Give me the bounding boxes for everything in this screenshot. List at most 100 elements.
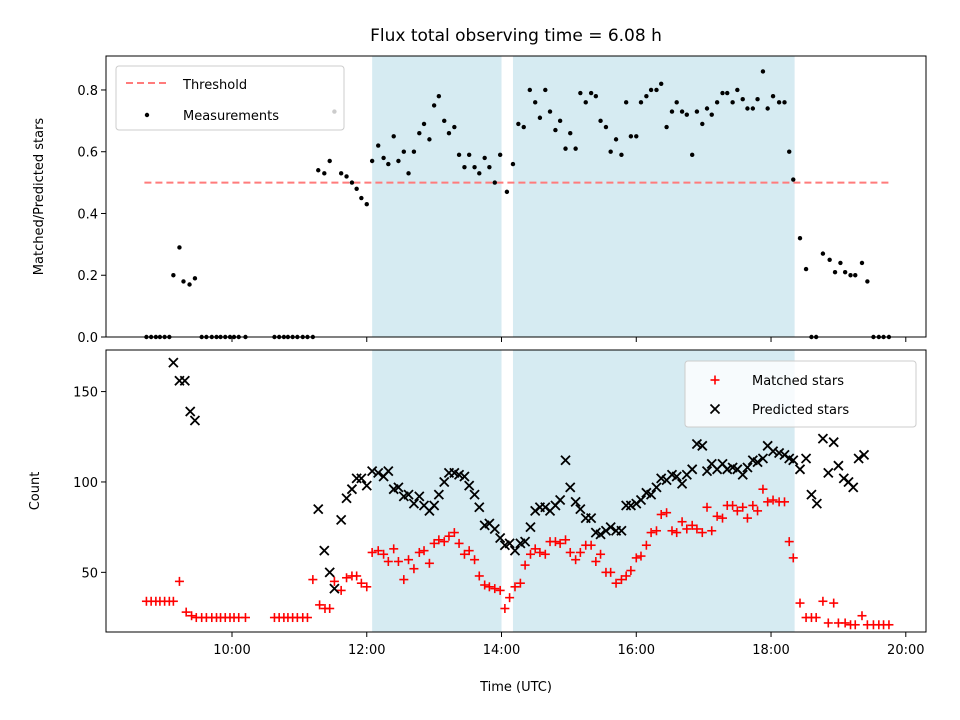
xtick-label: 16:00 <box>618 643 655 658</box>
measurement-point <box>452 124 457 130</box>
predicted-marker-b <box>645 489 657 500</box>
predicted-star-markers <box>168 357 870 594</box>
matched-marker <box>823 618 833 628</box>
matched-marker <box>510 582 520 592</box>
measurement-point <box>776 100 782 105</box>
matched-marker <box>718 513 728 523</box>
measurement-point <box>842 269 848 275</box>
top-ytick-label: 0.0 <box>77 331 98 346</box>
predicted-marker-b <box>828 437 839 448</box>
predicted-marker-b <box>641 487 652 498</box>
measurement-point <box>421 121 427 127</box>
matched-marker <box>753 506 763 516</box>
predicted-marker <box>464 480 475 491</box>
predicted-marker-b <box>757 453 769 464</box>
predicted-marker <box>408 498 420 509</box>
predicted-marker <box>489 523 500 535</box>
matched-marker <box>591 557 601 566</box>
measurement-point <box>608 149 613 154</box>
predicted-marker-b <box>414 491 425 502</box>
measurement-point <box>391 134 396 139</box>
measurement-point <box>674 100 679 105</box>
predicted-marker <box>428 500 440 511</box>
predicted-marker-b <box>189 415 201 426</box>
measurement-point <box>192 276 198 281</box>
measurement-point <box>578 90 583 96</box>
measurement-point <box>853 273 858 278</box>
matched-legend-label: Matched stars <box>752 374 844 389</box>
measurement-point <box>557 118 563 124</box>
matched-marker <box>454 538 464 548</box>
predicted-marker <box>474 502 485 513</box>
measurement-point <box>510 161 516 167</box>
predicted-marker-b <box>717 458 728 470</box>
matched-marker <box>692 524 702 534</box>
predicted-marker <box>697 440 708 451</box>
measurement-point <box>669 109 675 114</box>
predicted-legend-marker <box>709 403 721 415</box>
predicted-marker <box>595 529 606 540</box>
predicted-marker-b <box>179 375 190 386</box>
matched-marker <box>662 508 672 518</box>
predicted-marker <box>495 532 506 544</box>
predicted-marker <box>788 455 799 466</box>
matched-marker <box>240 613 250 623</box>
matched-marker <box>500 604 510 613</box>
matched-marker <box>520 560 530 570</box>
measurement-point <box>462 164 467 170</box>
measurement-point <box>381 155 386 161</box>
top-y-ticks: 0.0 0.2 0.4 0.6 0.8 <box>77 84 106 346</box>
bottom-x-ticks: 10:00 12:00 14:00 16:00 18:00 20:00 <box>213 632 925 658</box>
measurement-point <box>466 152 472 158</box>
predicted-marker-b <box>367 465 378 477</box>
matched-marker <box>667 526 677 536</box>
predicted-marker <box>414 491 425 502</box>
predicted-marker-b <box>843 476 854 488</box>
measurement-point <box>730 100 735 105</box>
predicted-marker-b <box>853 453 864 464</box>
matched-marker <box>656 510 666 519</box>
measurement-point <box>634 134 639 139</box>
matched-marker <box>707 526 717 536</box>
predicted-marker <box>848 482 859 493</box>
predicted-marker <box>742 462 753 473</box>
matched-marker <box>490 584 500 594</box>
predicted-marker-b <box>605 522 616 533</box>
predicted-marker-b <box>418 500 430 511</box>
predicted-marker-b <box>459 471 470 482</box>
predicted-marker <box>356 473 367 484</box>
predicted-marker-b <box>433 489 444 500</box>
predicted-marker <box>346 484 358 495</box>
matched-legend-swatch <box>710 375 720 385</box>
measurement-point <box>316 168 321 173</box>
predicted-marker-b <box>324 567 335 578</box>
predicted-marker-b <box>509 545 521 556</box>
predicted-marker <box>811 498 822 509</box>
matched-marker <box>404 555 414 565</box>
predicted-marker-b <box>697 440 708 451</box>
predicted-marker <box>341 493 352 504</box>
measurement-point <box>446 130 452 136</box>
bottom-ytick-label: 150 <box>73 386 98 401</box>
predicted-marker <box>336 514 347 526</box>
predicted-marker <box>737 469 748 480</box>
measurement-point <box>338 171 344 176</box>
xtick-label: 10:00 <box>213 643 250 658</box>
measurement-point <box>648 87 654 93</box>
matched-marker <box>449 528 459 538</box>
predicted-marker <box>403 489 414 500</box>
matched-marker <box>651 526 661 536</box>
measurements-legend-label: Measurements <box>183 109 279 124</box>
predicted-marker-b <box>319 545 330 556</box>
matched-marker <box>342 573 352 583</box>
matched-marker <box>768 495 778 505</box>
matched-star-markers <box>141 484 894 630</box>
predicted-marker-b <box>570 496 581 507</box>
predicted-marker <box>373 467 384 479</box>
predicted-marker-b <box>346 484 358 495</box>
measurement-point <box>593 93 599 99</box>
matched-marker <box>505 593 515 603</box>
predicted-marker-b <box>767 446 779 457</box>
matched-marker <box>596 549 606 559</box>
matched-marker <box>540 549 550 559</box>
